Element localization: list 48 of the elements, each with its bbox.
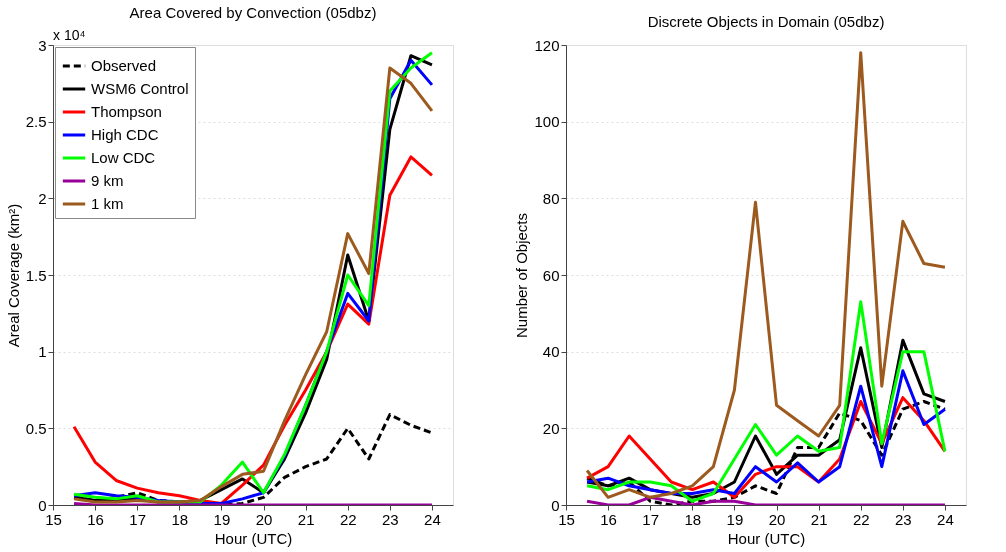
x-tick-label: 17 xyxy=(642,510,660,528)
x-tick-label: 16 xyxy=(600,510,617,528)
x-tick-label: 16 xyxy=(87,510,104,528)
y-tick-label: 100 xyxy=(534,113,560,131)
text: x 10⁴ xyxy=(53,27,86,43)
x-tick-label: 23 xyxy=(382,510,399,528)
legend-label: 1 km xyxy=(91,195,124,212)
x-axis-title: Hour (UTC) xyxy=(727,529,806,547)
y-tick-label: 0 xyxy=(38,496,47,514)
y-tick-label: 1.5 xyxy=(25,266,47,284)
y-axis-title: Areal Coverage (km²) xyxy=(4,203,22,348)
y-tick-label: 60 xyxy=(542,266,560,284)
x-tick-label: 21 xyxy=(297,510,315,528)
x-axis-title: Hour (UTC) xyxy=(214,529,293,547)
legend-label: WSM6 Control xyxy=(91,80,189,97)
x-tick-label: 23 xyxy=(895,510,912,528)
x-tick-label: 24 xyxy=(424,510,441,528)
y-axis-title: Number of Objects xyxy=(513,212,531,339)
y-tick-label: 0.5 xyxy=(25,419,47,437)
x-tick-label: 15 xyxy=(45,510,62,528)
y-tick-label: 3 xyxy=(38,36,47,54)
x-tick-label: 22 xyxy=(852,510,870,528)
chart-title: Area Covered by Convection (05dbz) xyxy=(129,4,377,21)
x-tick-label: 15 xyxy=(558,510,575,528)
y-tick-label: 40 xyxy=(542,343,560,361)
x-tick-label: 22 xyxy=(339,510,357,528)
y-tick-label: 2.5 xyxy=(25,113,47,131)
legend-label: Observed xyxy=(91,57,157,74)
y-tick-label: 2 xyxy=(38,189,47,207)
y-tick-label: 20 xyxy=(542,419,560,437)
x-tick-label: 20 xyxy=(255,510,273,528)
chart-title: Discrete Objects in Domain (05dbz) xyxy=(647,13,885,30)
y-tick-label: 80 xyxy=(542,189,560,207)
x-tick-label: 17 xyxy=(129,510,147,528)
x-tick-label: 20 xyxy=(768,510,786,528)
legend-label: 9 km xyxy=(91,172,124,189)
x-tick-label: 19 xyxy=(213,510,231,528)
legend-label: Low CDC xyxy=(91,149,156,166)
x-tick-label: 24 xyxy=(937,510,954,528)
x-tick-label: 18 xyxy=(684,510,702,528)
y-tick-label: 1 xyxy=(38,343,47,361)
legend-label: High CDC xyxy=(91,126,159,143)
y-tick-label: 120 xyxy=(534,36,560,54)
x-tick-label: 19 xyxy=(726,510,744,528)
legend-label: Thompson xyxy=(91,103,162,120)
x-tick-label: 21 xyxy=(810,510,828,528)
x-tick-label: 18 xyxy=(171,510,189,528)
y-tick-label: 0 xyxy=(551,496,560,514)
